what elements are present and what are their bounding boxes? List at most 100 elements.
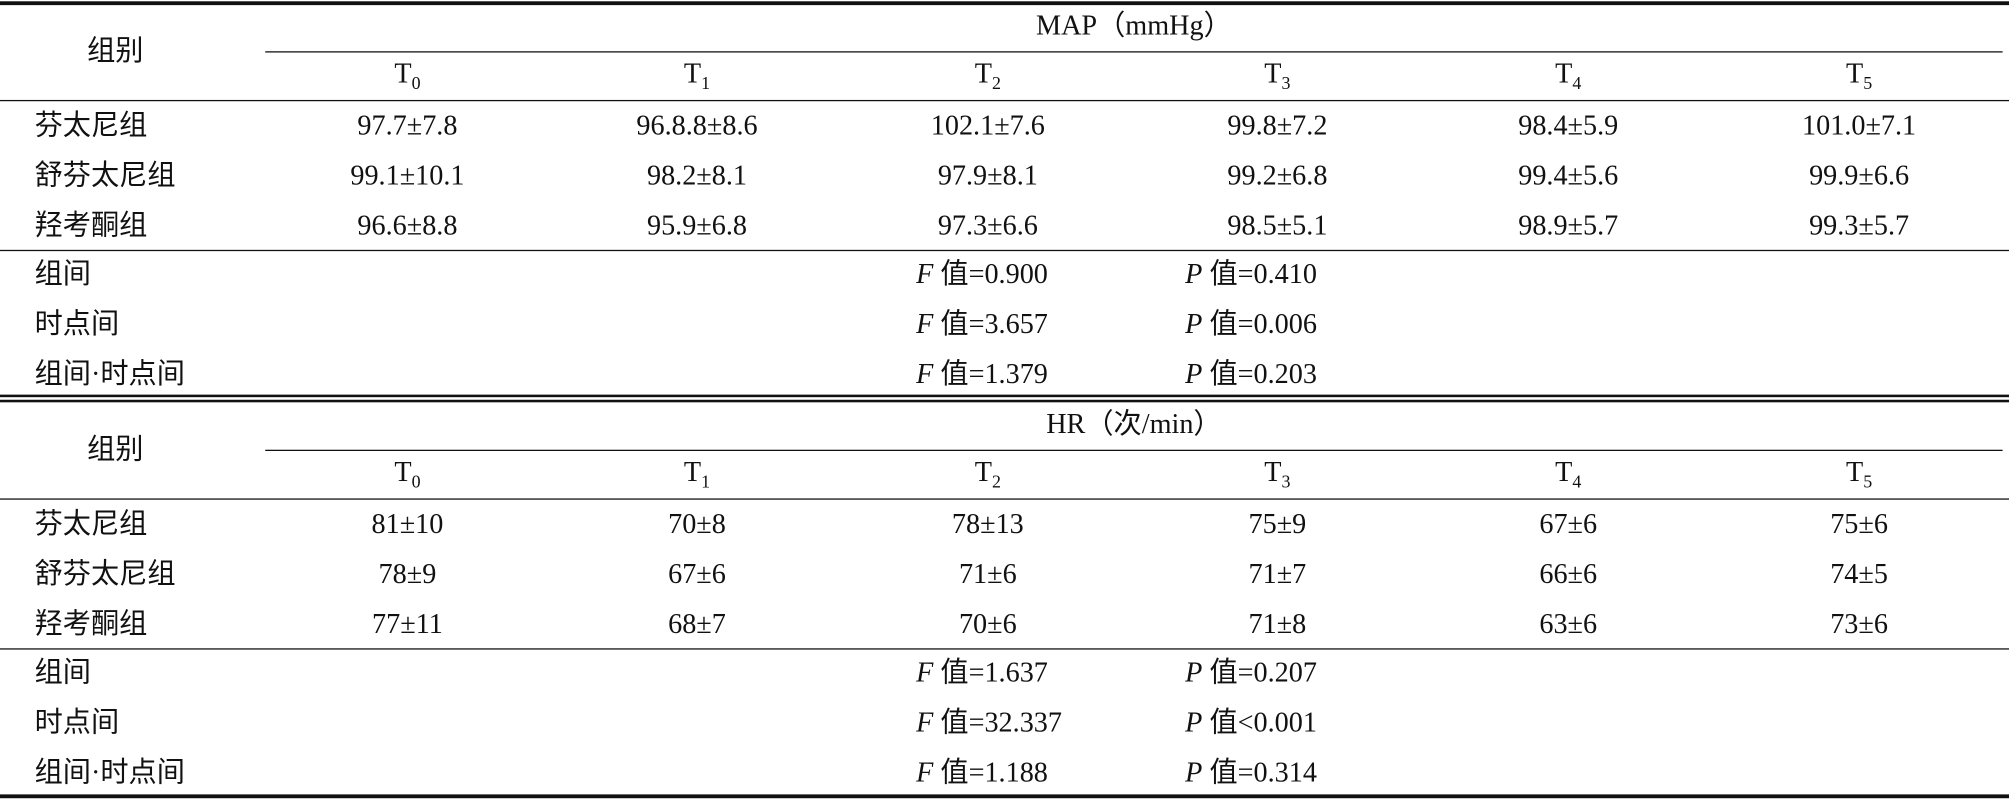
value-cell: 73±6 xyxy=(1830,607,1888,640)
timepoint-sub: 1 xyxy=(701,473,711,493)
timepoint-sub: 4 xyxy=(1572,473,1582,493)
group-title: MAP（mmHg） xyxy=(1036,8,1232,41)
value-cell: 99.4±5.6 xyxy=(1518,158,1619,191)
value-cell: 75±9 xyxy=(1248,507,1307,540)
f-stat: F 值=0.900 xyxy=(916,257,1048,290)
value-cell: 101.0±7.1 xyxy=(1802,108,1917,141)
f-stat: F 值=3.657 xyxy=(916,307,1048,340)
timepoint-sub: 0 xyxy=(411,473,421,493)
timepoint-base: T xyxy=(683,455,702,488)
rule xyxy=(265,51,2003,53)
stat-label: 时点间 xyxy=(34,307,120,340)
value-cell: 98.2±8.1 xyxy=(646,158,748,191)
value-cell: 98.5±5.1 xyxy=(1227,208,1328,241)
rule xyxy=(0,1,2009,6)
f-symbol: F xyxy=(916,656,934,689)
p-text: 值<0.001 xyxy=(1202,705,1317,738)
timepoint-sub: 3 xyxy=(1281,74,1291,95)
timepoint: T0 xyxy=(394,57,421,95)
f-text: 值=1.637 xyxy=(933,656,1048,689)
rule xyxy=(0,794,2009,799)
header-cell: 组别 xyxy=(87,433,144,466)
timepoint-base: T xyxy=(1555,455,1573,488)
value-cell: 68±7 xyxy=(668,607,726,640)
timepoint: T0 xyxy=(394,455,421,493)
stat-label: 组间 xyxy=(34,257,91,290)
group-name: 舒芬太尼组 xyxy=(34,557,176,590)
value-cell: 81±10 xyxy=(371,507,444,540)
rule xyxy=(265,449,2003,451)
p-stat: P 值=0.410 xyxy=(1185,257,1317,290)
timepoint: T1 xyxy=(684,59,711,95)
group-name: 羟考酮组 xyxy=(34,208,148,241)
f-text: 值=3.657 xyxy=(933,307,1048,340)
timepoint-base: T xyxy=(974,455,992,488)
rule xyxy=(0,648,2009,650)
group-name: 芬太尼组 xyxy=(34,108,148,141)
stat-label: 组间·时点间 xyxy=(34,755,185,788)
f-symbol: F xyxy=(916,705,934,738)
f-symbol: F xyxy=(916,755,934,788)
value-cell: 70±8 xyxy=(668,507,726,540)
timepoint-base: T xyxy=(394,455,412,488)
timepoint-sub: 5 xyxy=(1863,473,1873,493)
timepoint-base: T xyxy=(1264,57,1282,90)
value-cell: 102.1±7.6 xyxy=(930,108,1045,141)
f-symbol: F xyxy=(916,257,934,290)
p-symbol: P xyxy=(1185,357,1203,390)
value-cell: 96.8.8±8.6 xyxy=(636,108,758,141)
value-cell: 99.8±7.2 xyxy=(1227,108,1328,141)
value-cell: 99.3±5.7 xyxy=(1809,208,1910,241)
value-cell: 99.1±10.1 xyxy=(350,158,465,191)
p-symbol: P xyxy=(1185,705,1203,738)
timepoint-base: T xyxy=(1555,57,1573,90)
p-stat: P 值=0.203 xyxy=(1185,357,1317,390)
header-cell: 组别 xyxy=(87,34,144,67)
rule xyxy=(0,99,2009,102)
value-cell: 70±6 xyxy=(958,607,1017,640)
timepoint-sub: 5 xyxy=(1863,74,1873,95)
p-stat: P 值<0.001 xyxy=(1185,705,1317,738)
p-stat: P 值=0.006 xyxy=(1185,309,1317,338)
timepoint-sub: 3 xyxy=(1281,473,1291,493)
f-symbol: F xyxy=(916,357,934,390)
stat-label: 时点间 xyxy=(34,705,120,738)
value-cell: 71±8 xyxy=(1248,607,1307,640)
value-cell: 71±6 xyxy=(958,557,1017,590)
stat-label: 组间 xyxy=(34,656,91,689)
p-text: 值=0.203 xyxy=(1202,357,1317,390)
timepoint-sub: 1 xyxy=(701,74,711,95)
timepoint-base: T xyxy=(974,57,992,90)
f-text: 值=0.900 xyxy=(933,257,1048,290)
timepoint-base: T xyxy=(1845,455,1864,488)
timepoint: T5 xyxy=(1846,59,1873,95)
f-text: 值=32.337 xyxy=(933,705,1062,738)
timepoint-sub: 2 xyxy=(991,74,1001,95)
p-text: 值=0.410 xyxy=(1202,257,1317,290)
value-cell: 78±9 xyxy=(378,557,437,590)
timepoint: T1 xyxy=(683,455,711,493)
timepoint: T3 xyxy=(1264,457,1291,493)
value-cell: 66±6 xyxy=(1539,557,1598,590)
timepoint-base: T xyxy=(394,57,412,90)
rule xyxy=(0,394,2009,398)
value-cell: 74±5 xyxy=(1830,557,1888,590)
f-stat: F 值=1.637 xyxy=(916,656,1048,689)
timepoint-sub: 2 xyxy=(991,473,1001,493)
f-text: 值=1.188 xyxy=(933,755,1048,788)
value-cell: 75±6 xyxy=(1830,507,1888,540)
timepoint-sub: 4 xyxy=(1572,74,1582,95)
group-name: 羟考酮组 xyxy=(34,607,148,640)
p-symbol: P xyxy=(1185,257,1203,290)
rule xyxy=(0,399,2009,403)
p-symbol: P xyxy=(1185,656,1203,689)
timepoint-sub: 0 xyxy=(411,74,421,95)
value-cell: 99.9±6.6 xyxy=(1809,158,1910,191)
timepoint: T2 xyxy=(974,455,1001,493)
f-stat: F 值=1.188 xyxy=(916,755,1048,788)
value-cell: 96.6±8.8 xyxy=(357,208,458,241)
value-cell: 98.9±5.7 xyxy=(1518,208,1619,241)
timepoint: T2 xyxy=(974,57,1001,95)
